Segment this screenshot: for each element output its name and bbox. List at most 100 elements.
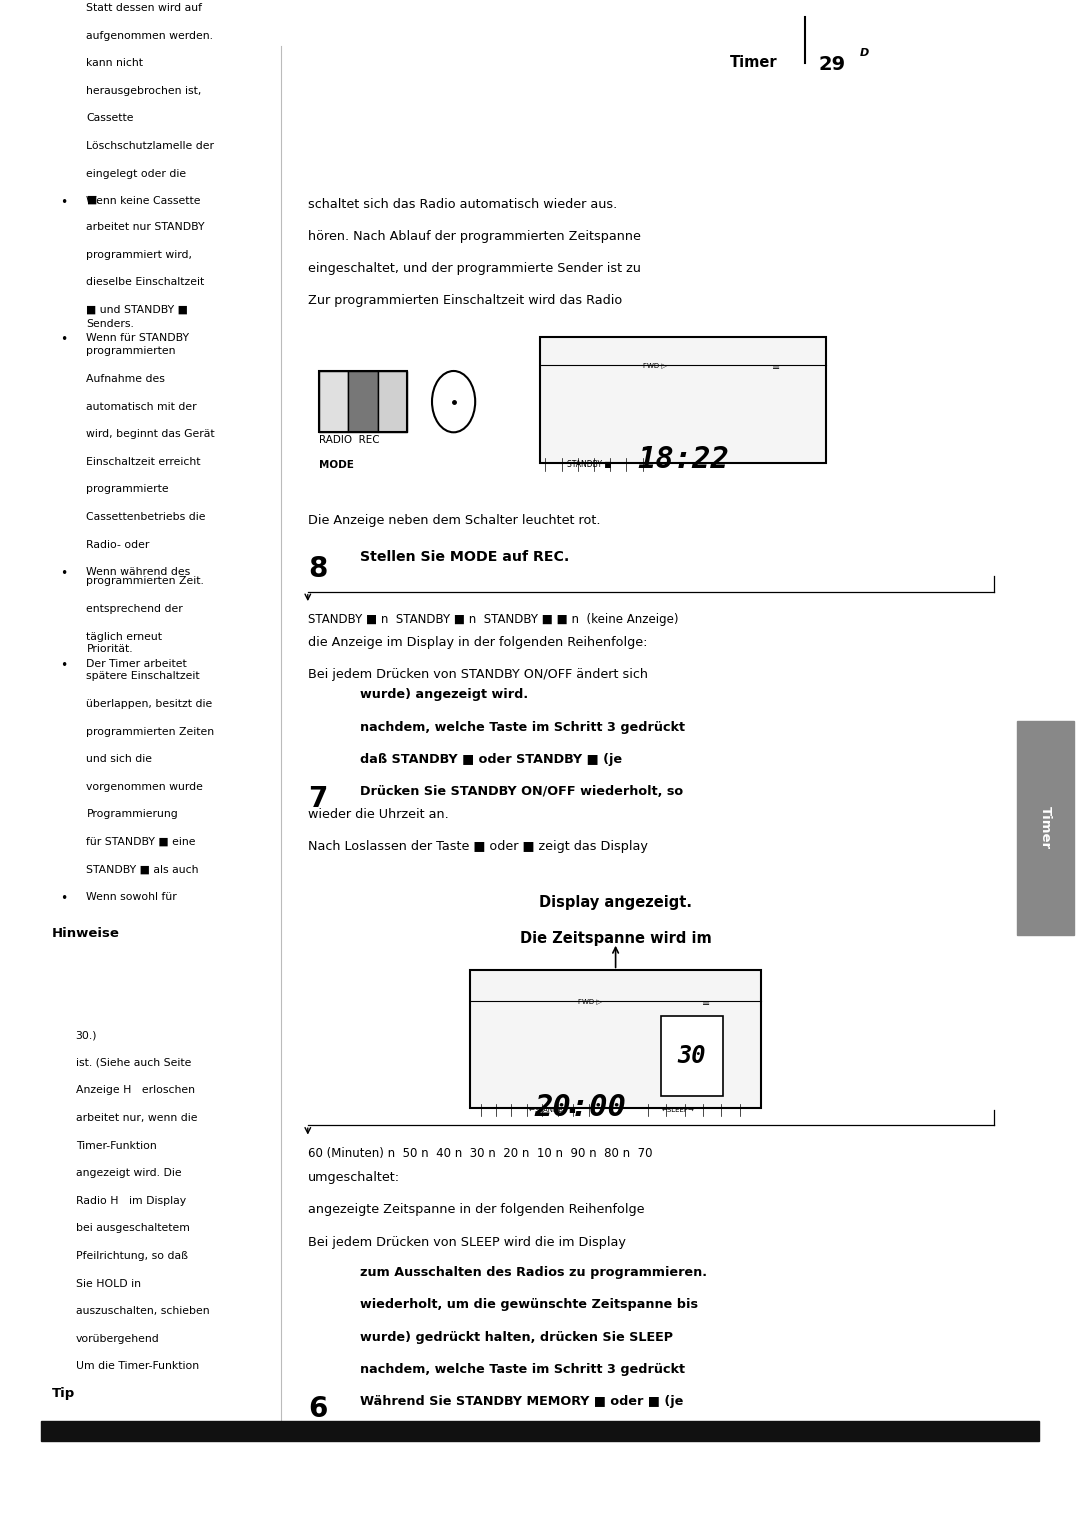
Text: •: • [60,892,68,904]
Text: 6: 6 [308,1395,327,1423]
Text: Stellen Sie MODE auf REC.: Stellen Sie MODE auf REC. [360,550,569,564]
Text: daß STANDBY ■ oder STANDBY ■ (je: daß STANDBY ■ oder STANDBY ■ (je [360,753,622,765]
Text: ≡: ≡ [702,998,711,1007]
Text: dieselbe Einschaltzeit: dieselbe Einschaltzeit [86,277,204,288]
Text: ■ und STANDBY ■: ■ und STANDBY ■ [86,305,188,316]
Text: •: • [60,196,68,208]
Text: Die Zeitspanne wird im: Die Zeitspanne wird im [519,931,712,946]
Text: spätere Einschaltzeit: spätere Einschaltzeit [86,671,200,682]
Text: entsprechend der: entsprechend der [86,604,184,615]
Text: wurde) angezeigt wird.: wurde) angezeigt wird. [360,688,528,701]
Text: ■.: ■. [86,195,100,205]
Text: Programmierung: Programmierung [86,809,178,820]
Text: Timer-Funktion: Timer-Funktion [76,1141,157,1151]
Text: Cassettenbetriebs die: Cassettenbetriebs die [86,512,206,523]
Bar [319,371,348,432]
Text: programmiert wird,: programmiert wird, [86,250,192,261]
Text: für STANDBY ■ eine: für STANDBY ■ eine [86,837,195,848]
Text: MODE: MODE [319,460,353,471]
Text: Timer: Timer [1039,806,1052,849]
Text: Nach Loslassen der Taste ■ oder ■ zeigt das Display: Nach Loslassen der Taste ■ oder ■ zeigt … [308,840,648,852]
Text: ≡: ≡ [772,362,781,373]
Text: •: • [60,659,68,671]
Text: eingelegt oder die: eingelegt oder die [86,169,187,179]
Text: angezeigte Zeitspanne in der folgenden Reihenfolge: angezeigte Zeitspanne in der folgenden R… [308,1203,645,1216]
Text: ist. (Siehe auch Seite: ist. (Siehe auch Seite [76,1058,191,1069]
Text: Der Timer arbeitet: Der Timer arbeitet [86,659,187,670]
Bar [319,371,407,432]
Text: arbeitet nur, wenn die: arbeitet nur, wenn die [76,1113,198,1124]
Text: Timer: Timer [730,55,778,71]
Text: FWD ▷: FWD ▷ [578,998,602,1004]
Text: Pfeilrichtung, so daß: Pfeilrichtung, so daß [76,1251,188,1262]
Text: D: D [860,48,869,58]
Text: Senders.: Senders. [86,319,134,330]
Text: arbeitet nur STANDBY: arbeitet nur STANDBY [86,222,205,233]
Text: wurde) gedrückt halten, drücken Sie SLEEP: wurde) gedrückt halten, drücken Sie SLEE… [360,1331,673,1343]
Text: schaltet sich das Radio automatisch wieder aus.: schaltet sich das Radio automatisch wied… [308,198,617,210]
Text: STANDBY ■: STANDBY ■ [567,460,611,469]
Text: nachdem, welche Taste im Schritt 3 gedrückt: nachdem, welche Taste im Schritt 3 gedrü… [360,1363,685,1375]
Text: Sie HOLD in: Sie HOLD in [76,1279,140,1289]
Bar [470,970,761,1108]
Text: Tip: Tip [52,1387,76,1400]
Text: Die Anzeige neben dem Schalter leuchtet rot.: Die Anzeige neben dem Schalter leuchtet … [308,514,600,526]
Text: Wenn keine Cassette: Wenn keine Cassette [86,196,201,207]
Text: STANDBY ■ als auch: STANDBY ■ als auch [86,865,199,875]
Text: vorübergehend: vorübergehend [76,1334,160,1344]
Text: programmierte: programmierte [86,484,170,495]
Text: STANDBY ■ n  STANDBY ■ n  STANDBY ■ ■ n  (keine Anzeige): STANDBY ■ n STANDBY ■ n STANDBY ■ ■ n (k… [308,613,678,625]
Text: Radio- oder: Radio- oder [86,540,150,550]
Bar [41,1421,1039,1441]
Text: 30.): 30.) [76,1030,97,1041]
Text: 20:00: 20:00 [535,1093,626,1122]
Text: programmierten: programmierten [86,346,176,357]
Text: programmierten Zeit.: programmierten Zeit. [86,576,204,587]
Text: Um die Timer-Funktion: Um die Timer-Funktion [76,1361,199,1372]
Text: Wenn für STANDBY: Wenn für STANDBY [86,333,189,343]
Text: 7: 7 [308,785,327,812]
Text: •: • [60,333,68,345]
Bar [661,1016,723,1096]
Bar [540,337,826,463]
Text: Display angezeigt.: Display angezeigt. [539,895,692,911]
Text: und sich die: und sich die [86,754,152,765]
Text: programmierten Zeiten: programmierten Zeiten [86,727,215,737]
Text: Wenn sowohl für: Wenn sowohl für [86,892,177,903]
Text: kann nicht: kann nicht [86,58,144,69]
Text: 60 (Minuten) n  50 n  40 n  30 n  20 n  10 n  90 n  80 n  70: 60 (Minuten) n 50 n 40 n 30 n 20 n 10 n … [308,1147,652,1159]
Text: wiederholt, um die gewünschte Zeitspanne bis: wiederholt, um die gewünschte Zeitspanne… [360,1298,698,1311]
Text: Drücken Sie STANDBY ON/OFF wiederholt, so: Drücken Sie STANDBY ON/OFF wiederholt, s… [360,785,683,797]
Text: umgeschaltet:: umgeschaltet: [308,1171,400,1183]
Bar [1017,721,1074,935]
Text: nachdem, welche Taste im Schritt 3 gedrückt: nachdem, welche Taste im Schritt 3 gedrü… [360,721,685,733]
Text: bei ausgeschaltetem: bei ausgeschaltetem [76,1223,189,1234]
Text: überlappen, besitzt die: überlappen, besitzt die [86,699,213,710]
Text: Löschschutzlamelle der: Löschschutzlamelle der [86,141,215,152]
Text: 29: 29 [819,55,846,74]
Text: Priorität.: Priorität. [86,644,133,655]
Text: eingeschaltet, und der programmierte Sender ist zu: eingeschaltet, und der programmierte Sen… [308,262,640,274]
Text: RADIO  REC: RADIO REC [319,435,379,446]
Text: ←STANDBY ■: ←STANDBY ■ [529,1107,576,1113]
Text: wird, beginnt das Gerät: wird, beginnt das Gerät [86,429,215,440]
Text: Aufnahme des: Aufnahme des [86,374,165,385]
Text: zum Ausschalten des Radios zu programmieren.: zum Ausschalten des Radios zu programmie… [360,1266,706,1279]
Text: vorgenommen wurde: vorgenommen wurde [86,782,203,793]
Text: FWD ▷: FWD ▷ [643,362,666,368]
Text: Während Sie STANDBY MEMORY ■ oder ■ (je: Während Sie STANDBY MEMORY ■ oder ■ (je [360,1395,683,1407]
Text: Anzeige H   erloschen: Anzeige H erloschen [76,1085,194,1096]
Text: 18:22: 18:22 [637,445,729,474]
Text: automatisch mit der: automatisch mit der [86,402,197,412]
Text: 30: 30 [677,1044,706,1069]
Text: angezeigt wird. Die: angezeigt wird. Die [76,1168,181,1179]
Text: Zur programmierten Einschaltzeit wird das Radio: Zur programmierten Einschaltzeit wird da… [308,294,622,307]
Bar [348,371,378,432]
Text: Bei jedem Drücken von STANDBY ON/OFF ändert sich: Bei jedem Drücken von STANDBY ON/OFF änd… [308,668,648,681]
Text: Bei jedem Drücken von SLEEP wird die im Display: Bei jedem Drücken von SLEEP wird die im … [308,1236,625,1248]
Text: ←SLEEP→: ←SLEEP→ [662,1107,694,1113]
Text: Wenn während des: Wenn während des [86,567,191,578]
Text: die Anzeige im Display in der folgenden Reihenfolge:: die Anzeige im Display in der folgenden … [308,636,647,648]
Text: aufgenommen werden.: aufgenommen werden. [86,31,214,41]
Text: wieder die Uhrzeit an.: wieder die Uhrzeit an. [308,808,448,820]
